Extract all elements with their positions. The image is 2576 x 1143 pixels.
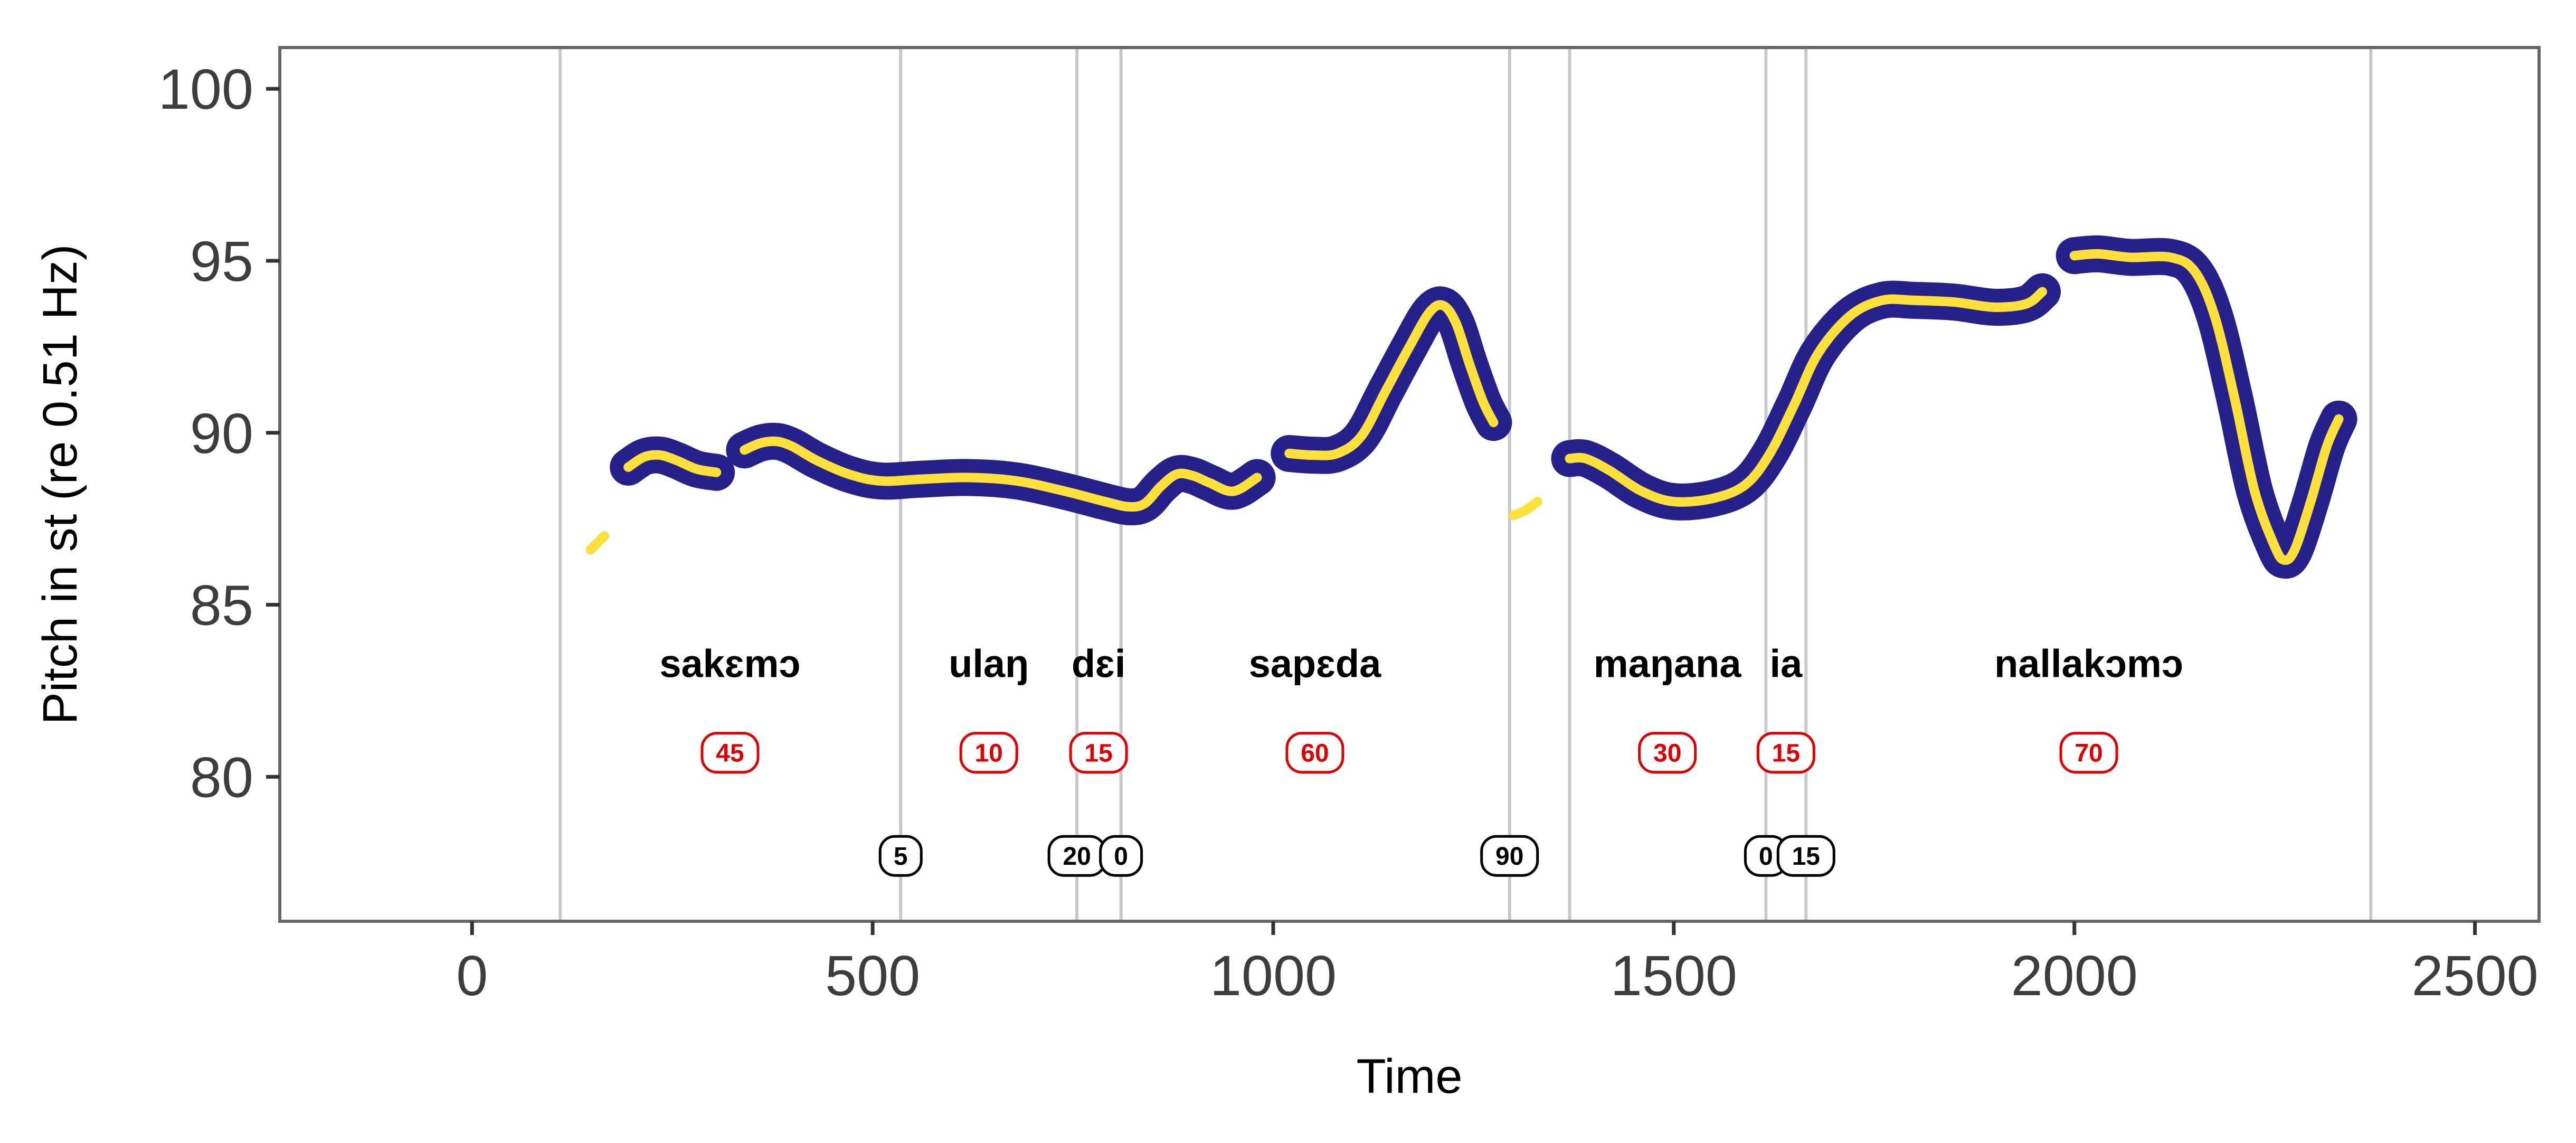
y-axis-title: Pitch in st (re 0.51 Hz) bbox=[33, 244, 87, 724]
black-badge-box bbox=[878, 835, 923, 877]
black-badge-value: 5 bbox=[894, 843, 908, 871]
red-badge-value: 70 bbox=[2075, 740, 2103, 768]
red-badge-box bbox=[1069, 732, 1128, 774]
x-axis-title: Time bbox=[1356, 1050, 1462, 1103]
word-label: dɛi bbox=[1072, 641, 1126, 685]
black-badge-box bbox=[1776, 835, 1835, 877]
x-tick-label: 2000 bbox=[2011, 943, 2138, 1007]
y-tick-label: 90 bbox=[190, 401, 253, 465]
y-tick-label: 80 bbox=[190, 745, 253, 809]
word-label: maŋana bbox=[1594, 641, 1742, 685]
red-badge-box bbox=[959, 732, 1018, 774]
word-label: sakɛmɔ bbox=[659, 641, 800, 685]
x-axis-ticks: 0 500 1000 1500 2000 2500 bbox=[456, 921, 2539, 1007]
red-badge: 15 bbox=[1756, 732, 1815, 774]
black-badge-value: 20 bbox=[1063, 843, 1091, 871]
red-badge-box bbox=[2059, 732, 2118, 774]
black-badge-value: 15 bbox=[1792, 843, 1820, 871]
red-badge: 30 bbox=[1638, 732, 1697, 774]
pitch-line bbox=[585, 531, 609, 555]
y-tick-label: 100 bbox=[158, 57, 253, 121]
red-badge-value: 15 bbox=[1084, 740, 1112, 768]
red-badge-value: 10 bbox=[974, 740, 1002, 768]
red-badge-value: 30 bbox=[1653, 740, 1681, 768]
y-axis-ticks: 80 85 90 95 100 bbox=[158, 57, 280, 809]
x-tick-label: 2500 bbox=[2411, 943, 2538, 1007]
pitch-line bbox=[623, 450, 722, 477]
word-labels: sakɛmɔ ulaŋ dɛi sapɛda maŋana ia nallakɔmɔ bbox=[659, 641, 2183, 685]
black-badge: 15 bbox=[1776, 835, 1835, 877]
red-badge: 15 bbox=[1069, 732, 1128, 774]
plot-frame bbox=[278, 46, 2541, 923]
pitch-line bbox=[1509, 497, 1542, 521]
x-tick-label: 1500 bbox=[1611, 943, 1737, 1007]
red-duration-badges: 45 10 15 60 30 15 70 bbox=[700, 732, 2118, 774]
x-tick-label: 500 bbox=[825, 943, 920, 1007]
red-badge: 60 bbox=[1285, 732, 1344, 774]
red-badge-box bbox=[1638, 732, 1697, 774]
pitch-line bbox=[2069, 249, 2344, 565]
red-badge-box bbox=[1756, 732, 1815, 774]
black-badge: 5 bbox=[878, 835, 923, 877]
word-label: sapɛda bbox=[1249, 641, 1381, 685]
word-label: ulaŋ bbox=[949, 641, 1029, 685]
y-tick-label: 85 bbox=[190, 573, 253, 637]
x-tick-label: 1000 bbox=[1210, 943, 1337, 1007]
red-badge-value: 15 bbox=[1772, 740, 1800, 768]
red-badge: 70 bbox=[2059, 732, 2118, 774]
pitch-line bbox=[1284, 300, 1499, 460]
red-badge-value: 45 bbox=[716, 740, 744, 768]
black-badge-value: 90 bbox=[1495, 843, 1523, 871]
black-badge-value: 0 bbox=[1114, 843, 1128, 871]
pitch-line bbox=[740, 436, 1262, 512]
pitch-lines bbox=[585, 249, 2344, 565]
word-label: nallakɔmɔ bbox=[1994, 641, 2183, 685]
red-badge: 10 bbox=[959, 732, 1018, 774]
red-badge-box bbox=[1285, 732, 1344, 774]
pitch-line bbox=[1565, 287, 2047, 507]
red-badge-value: 60 bbox=[1301, 740, 1329, 768]
red-badge-box bbox=[700, 732, 760, 774]
black-badge-box bbox=[1099, 835, 1143, 877]
black-badge: 20 bbox=[1047, 835, 1106, 877]
x-tick-label: 0 bbox=[456, 943, 488, 1007]
black-badge-box bbox=[1480, 835, 1539, 877]
black-badge: 90 bbox=[1480, 835, 1539, 877]
black-badge-value: 0 bbox=[1759, 843, 1773, 871]
red-badge: 45 bbox=[700, 732, 760, 774]
y-tick-label: 95 bbox=[190, 229, 253, 293]
black-badge: 0 bbox=[1099, 835, 1143, 877]
word-label: ia bbox=[1769, 641, 1803, 685]
black-boundary-badges: 5 20 0 90 0 15 bbox=[878, 835, 1835, 877]
